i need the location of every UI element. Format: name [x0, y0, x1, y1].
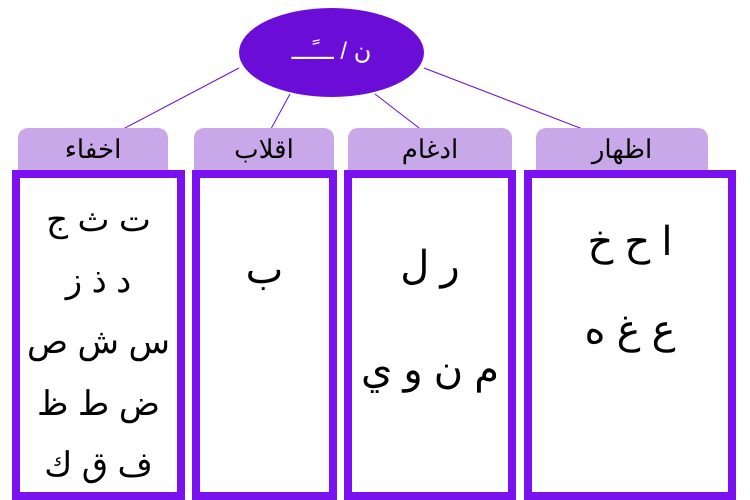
- panel-iqlab-line: ب: [200, 234, 329, 306]
- tab-iqlab: اقلاب: [194, 128, 334, 170]
- panel-izhar: ا ح خع غ ه: [524, 170, 736, 500]
- tab-ikhfa: اخفاء: [18, 128, 168, 170]
- tab-izhar: اظهار: [536, 128, 708, 170]
- tab-label-idgham: ادغام: [402, 134, 458, 165]
- tab-label-izhar: اظهار: [592, 134, 652, 165]
- panel-idgham-line: م ن و ي: [352, 318, 508, 422]
- panel-ikhfa-line: ف ق ك: [20, 435, 177, 496]
- panel-idgham-line: ر ل: [352, 214, 508, 318]
- panel-ikhfa-line: ض ط ظ: [20, 374, 177, 435]
- panel-izhar-line: ع غ ه: [532, 286, 728, 374]
- panel-ikhfa-line: د ذ ز: [20, 251, 177, 312]
- panel-idgham: ر لم ن و ي: [344, 170, 516, 500]
- tab-label-ikhfa: اخفاء: [65, 134, 122, 165]
- panel-ikhfa: ت ث جد ذ زس ش صض ط ظف ق ك: [12, 170, 185, 500]
- panel-ikhfa-line: ت ث ج: [20, 190, 177, 251]
- root-label: ن / ـــًـــ: [292, 39, 372, 65]
- tab-idgham: ادغام: [348, 128, 512, 170]
- tab-label-iqlab: اقلاب: [234, 134, 294, 165]
- panel-izhar-line: ا ح خ: [532, 198, 728, 286]
- panel-ikhfa-line: س ش ص: [20, 312, 177, 373]
- panel-iqlab: ب: [192, 170, 337, 500]
- root-node: ن / ـــًـــ: [239, 8, 424, 97]
